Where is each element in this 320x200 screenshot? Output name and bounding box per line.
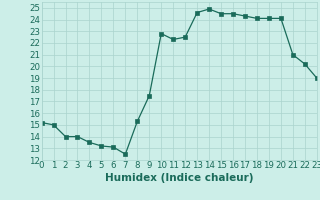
X-axis label: Humidex (Indice chaleur): Humidex (Indice chaleur) bbox=[105, 173, 253, 183]
